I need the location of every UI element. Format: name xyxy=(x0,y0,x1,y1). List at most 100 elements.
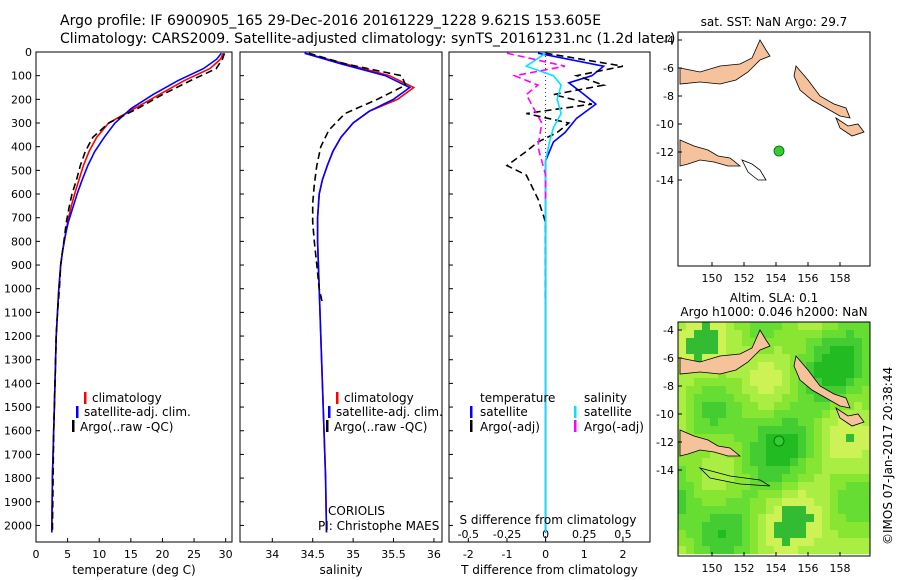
sla-cell xyxy=(750,418,759,427)
sla-cell xyxy=(758,378,767,387)
sla-cell xyxy=(790,338,799,347)
sla-cell xyxy=(822,370,831,379)
sla-cell xyxy=(766,418,775,427)
sla-cell xyxy=(710,386,719,395)
sla-cell xyxy=(774,450,783,459)
sla-cell xyxy=(726,506,735,515)
sla-cell xyxy=(790,402,799,411)
sla-cell xyxy=(726,458,735,467)
sla-cell xyxy=(782,354,791,363)
sla-cell xyxy=(726,394,735,403)
sla-cell xyxy=(718,538,727,547)
sla-cell xyxy=(694,322,703,331)
sla-cell xyxy=(718,330,727,339)
sla-cell xyxy=(822,450,831,459)
sla-cell xyxy=(742,522,751,531)
sla-cell xyxy=(846,378,855,387)
sla-cell xyxy=(726,378,735,387)
sla-cell xyxy=(790,426,799,435)
sla-cell xyxy=(710,514,719,523)
sla-cell xyxy=(782,546,791,555)
sla-cell xyxy=(702,410,711,419)
sla-cell xyxy=(854,538,863,547)
x-tick-label: 34 xyxy=(265,548,279,561)
sla-cell xyxy=(710,338,719,347)
sla-cell xyxy=(774,330,783,339)
sla-cell xyxy=(774,410,783,419)
sla-cell xyxy=(838,490,847,499)
sla-cell xyxy=(718,522,727,531)
sla-cell xyxy=(726,426,735,435)
sla-cell xyxy=(814,530,823,539)
sla-cell xyxy=(750,442,759,451)
sla-cell xyxy=(798,322,807,331)
sla-cell xyxy=(702,322,711,331)
x-tick-label: -2 xyxy=(463,548,474,561)
s-tick-label: 0.25 xyxy=(572,528,597,541)
sla-cell xyxy=(846,506,855,515)
sla-cell xyxy=(718,322,727,331)
sla-cell xyxy=(814,394,823,403)
sla-cell xyxy=(830,514,839,523)
sla-cell xyxy=(830,426,839,435)
sla-cell xyxy=(774,418,783,427)
legend-label: Argo(-adj) xyxy=(480,420,540,434)
sla-cell xyxy=(798,530,807,539)
sla-cell xyxy=(758,466,767,475)
sla-cell xyxy=(750,362,759,371)
sla-cell xyxy=(710,458,719,467)
sla-cell xyxy=(838,322,847,331)
sla-cell xyxy=(766,490,775,499)
sla-cell xyxy=(782,474,791,483)
sla-cell xyxy=(814,322,823,331)
y-tick-label: 1900 xyxy=(4,496,32,509)
sla-field xyxy=(678,322,871,555)
sla-cell xyxy=(678,506,687,515)
sla-cell xyxy=(814,466,823,475)
sla-cell xyxy=(686,410,695,419)
sla-cell xyxy=(846,426,855,435)
annotation-institution: CORIOLIS xyxy=(328,504,385,518)
sla-cell xyxy=(798,330,807,339)
sla-cell xyxy=(798,354,807,363)
sla-cell xyxy=(766,538,775,547)
sla-cell xyxy=(686,322,695,331)
sla-cell xyxy=(766,434,775,443)
sla-cell xyxy=(862,498,871,507)
sla-cell xyxy=(782,522,791,531)
sla-cell xyxy=(758,538,767,547)
sla-cell xyxy=(686,538,695,547)
sla-cell xyxy=(798,498,807,507)
sla-cell xyxy=(702,378,711,387)
sla-cell xyxy=(814,458,823,467)
sla-cell xyxy=(750,386,759,395)
sla-cell xyxy=(742,330,751,339)
sla-cell xyxy=(830,530,839,539)
legend-swatch-satellite xyxy=(76,406,79,418)
sla-cell xyxy=(790,482,799,491)
sla-cell xyxy=(718,418,727,427)
legend-swatch-sat-t xyxy=(470,406,473,418)
sla-cell xyxy=(854,522,863,531)
sla-cell xyxy=(782,378,791,387)
sla-cell xyxy=(862,546,871,555)
sla-cell xyxy=(678,378,687,387)
y-tick-label: 200 xyxy=(11,93,32,106)
sla-cell xyxy=(814,338,823,347)
sla-cell xyxy=(782,514,791,523)
sla-cell xyxy=(822,378,831,387)
sla-cell xyxy=(734,338,743,347)
sla-cell xyxy=(798,386,807,395)
y-tick-label: 1400 xyxy=(4,377,32,390)
sla-cell xyxy=(822,538,831,547)
sla-cell xyxy=(686,482,695,491)
sla-cell xyxy=(702,546,711,555)
sla-cell xyxy=(854,450,863,459)
sla-cell xyxy=(838,386,847,395)
s-tick-label: -0.5 xyxy=(458,528,479,541)
sla-cell xyxy=(782,410,791,419)
sla-map-ticks: 150 152 154 156 158 -4 -6 -8 -10 -12 -14 xyxy=(656,324,850,575)
sla-cell xyxy=(846,514,855,523)
sla-cell xyxy=(830,442,839,451)
sla-cell xyxy=(718,338,727,347)
